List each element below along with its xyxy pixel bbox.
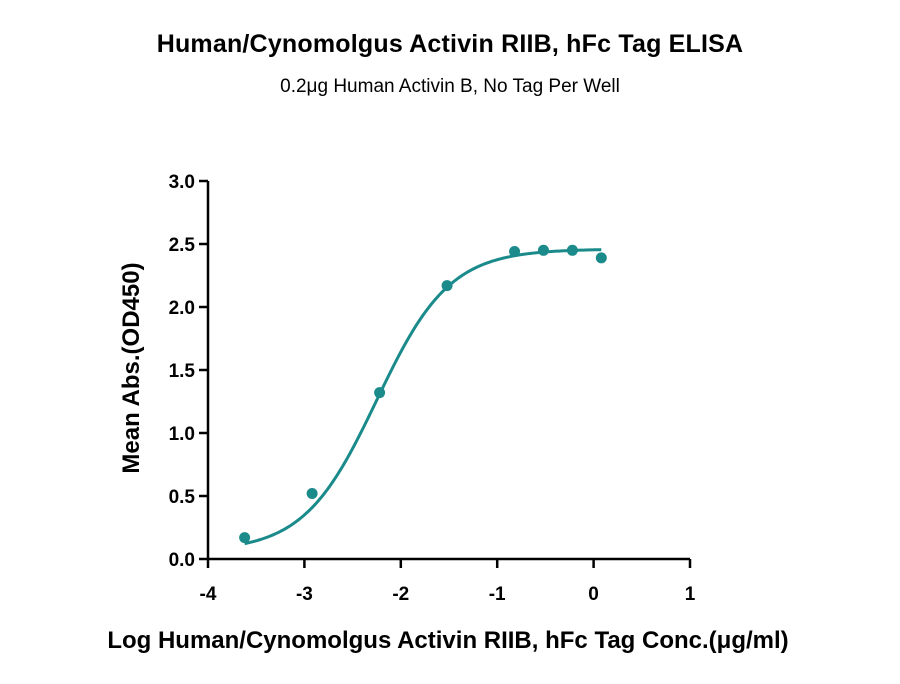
axes: 0.0 0.5 1.0 1.5 2.0 2.5 3.0 -4 -3 -2 -1 0 1: [169, 172, 696, 605]
y-axis-label: Mean Abs.(OD450): [118, 262, 145, 473]
data-point: [306, 487, 318, 499]
data-point: [566, 244, 578, 256]
data-point: [239, 532, 251, 544]
data-point: [374, 387, 386, 399]
x-tick-label: 0: [588, 584, 599, 605]
data-point: [441, 280, 453, 292]
x-tick-label: -4: [200, 584, 217, 605]
y-tick-label: 2.0: [169, 298, 195, 319]
fit-curve: [244, 248, 602, 546]
data-point: [537, 244, 549, 256]
chart-subtitle: 0.2μg Human Activin B, No Tag Per Well: [280, 76, 620, 97]
x-tick-label: -1: [489, 584, 506, 605]
x-tick-label: 1: [685, 584, 696, 605]
chart-title: Human/Cynomolgus Activin RIIB, hFc Tag E…: [156, 30, 744, 58]
y-tick-label: 0.5: [169, 487, 196, 508]
y-tick-label: 3.0: [169, 172, 195, 193]
y-tick-label: 1.0: [169, 424, 195, 445]
x-tick-label: -3: [296, 584, 313, 605]
x-tick-label: -2: [392, 584, 409, 605]
y-tick-label: 0.0: [169, 550, 195, 571]
data-point: [595, 252, 607, 264]
data-point: [509, 246, 521, 258]
y-tick-label: 2.5: [169, 235, 196, 256]
x-axis-label: Log Human/Cynomolgus Activin RIIB, hFc T…: [107, 627, 788, 654]
y-tick-label: 1.5: [169, 361, 196, 382]
chart-marks: [239, 244, 607, 546]
